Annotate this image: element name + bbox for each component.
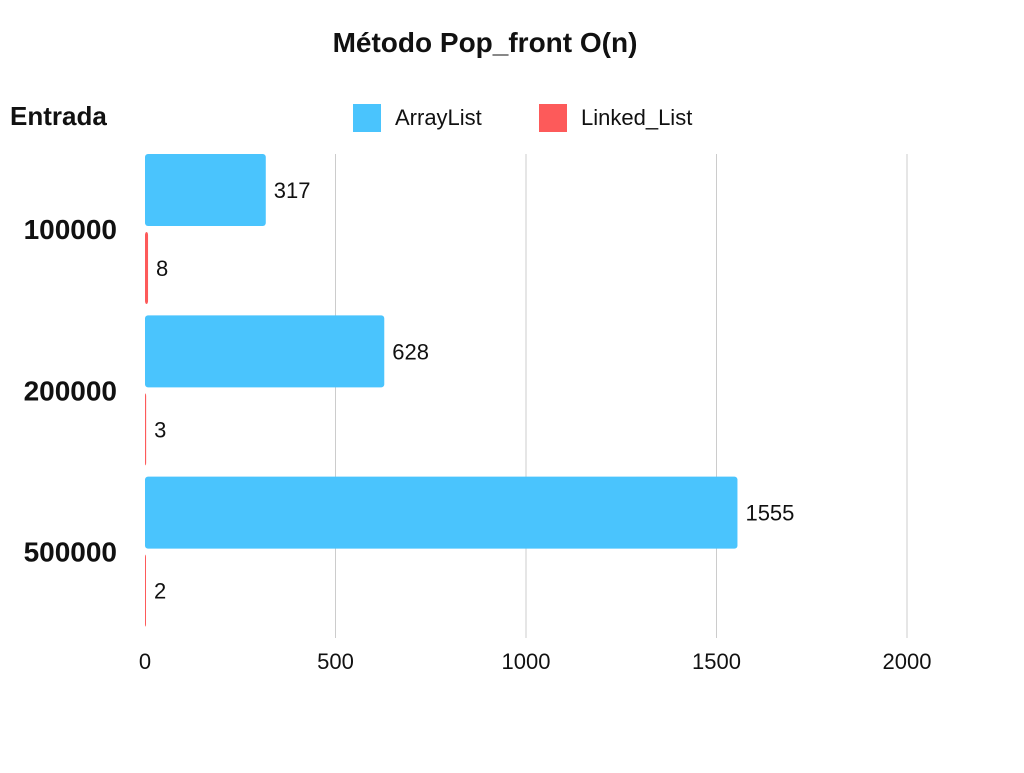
x-tick-label: 500 [317, 649, 354, 674]
data-label: 2 [154, 579, 166, 604]
bar-linked-list [145, 393, 147, 466]
x-tick-labels: 0 500 1000 1500 2000 [139, 649, 932, 674]
bar-linked-list [145, 232, 149, 304]
data-label: 3 [154, 417, 166, 442]
x-tick-label: 1000 [502, 649, 551, 674]
data-labels: 317 8 628 3 1555 2 [154, 178, 794, 604]
data-label: 628 [392, 339, 429, 364]
data-label: 8 [156, 256, 168, 281]
bar-arraylist [145, 154, 266, 226]
chart-title: Método Pop_front O(n) [333, 27, 638, 58]
x-tick-label: 2000 [883, 649, 932, 674]
legend-label: ArrayList [395, 105, 482, 130]
legend-swatch [539, 104, 567, 132]
gridlines [335, 154, 908, 638]
bar-arraylist [145, 315, 385, 388]
data-label: 1555 [745, 501, 794, 526]
x-tick-label: 1500 [692, 649, 741, 674]
y-axis-title: Entrada [10, 101, 107, 131]
bars [145, 154, 738, 627]
category-label: 500000 [24, 537, 117, 568]
legend: ArrayList Linked_List [353, 104, 692, 132]
legend-label: Linked_List [581, 105, 692, 130]
category-label: 200000 [24, 375, 117, 406]
data-label: 317 [274, 178, 311, 203]
y-tick-labels: 100000 200000 500000 [24, 214, 117, 568]
category-label: 100000 [24, 214, 117, 245]
bar-linked-list [145, 554, 146, 627]
legend-swatch [353, 104, 381, 132]
x-tick-label: 0 [139, 649, 151, 674]
bar-arraylist [145, 476, 738, 549]
